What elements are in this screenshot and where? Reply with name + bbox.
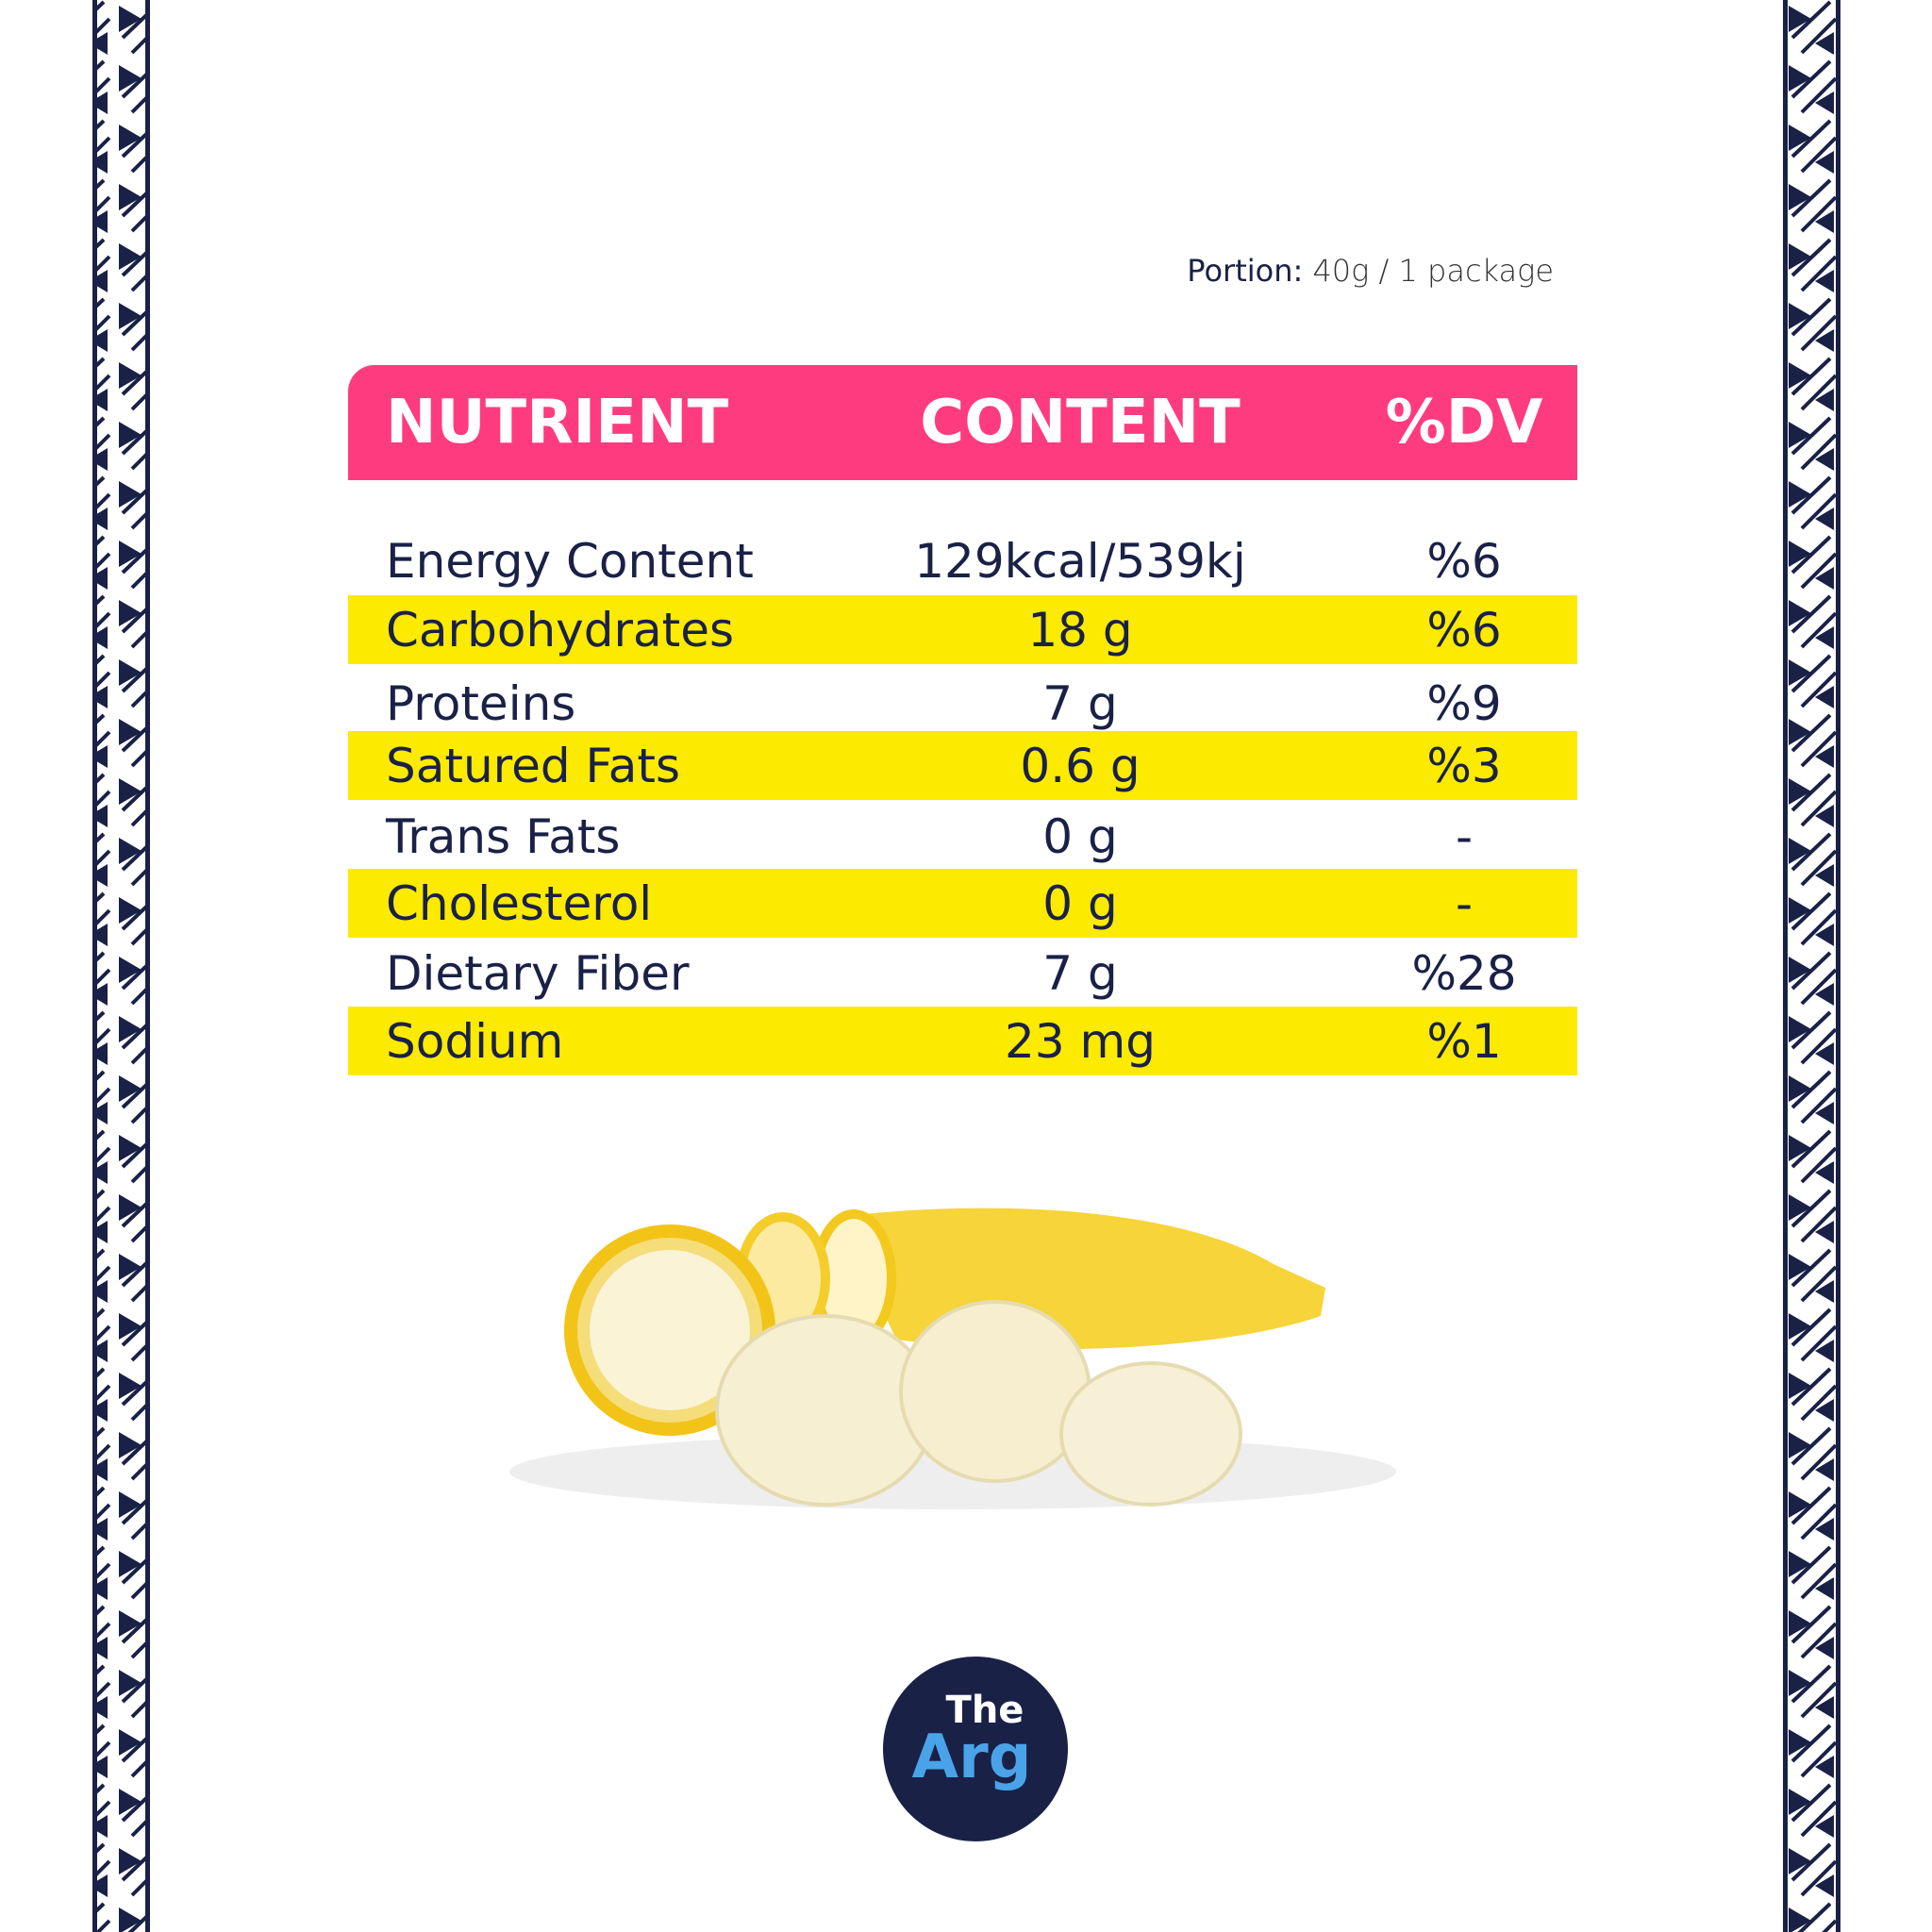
left-border [92, 0, 150, 1932]
table-header: NUTRIENT CONTENT %DV [348, 365, 1577, 480]
table-cell: Sodium [386, 1013, 564, 1069]
right-border [1783, 0, 1840, 1932]
table-row: Carbohydrates 18 g %6 [348, 595, 1577, 664]
table-row: Dietary Fiber 7 g %28 [348, 939, 1577, 1008]
table-cell: Cholesterol [386, 875, 653, 931]
table-cell: Energy Content [386, 533, 754, 589]
table-cell: Satured Fats [386, 738, 680, 793]
table-row: Sodium 23 mg %1 [348, 1007, 1577, 1075]
nutrition-table: NUTRIENT CONTENT %DV Energy Content 129kcal… [348, 365, 1577, 1075]
table-row: Cholesterol 0 g- [348, 869, 1577, 938]
logo-text: The [946, 1689, 1024, 1732]
logo-circle [883, 1657, 1068, 1841]
portion-label: Portion: [1187, 253, 1304, 289]
portion: Portion: 40g / 1 package [1187, 253, 1554, 289]
header-cell: NUTRIENT [386, 388, 729, 458]
table-row: Proteins 7 g %9 [348, 669, 1577, 738]
table-cell: Carbohydrates [386, 602, 735, 658]
table-row: Satured Fats 0.6 g %3 [348, 731, 1577, 800]
table-cell: Dietary Fiber [386, 945, 690, 1001]
table-cell: Trans Fats [386, 808, 621, 864]
table-row: Energy Content 129kcal/539kj %6 [348, 526, 1577, 595]
portion-value: 40g / 1 package [1312, 253, 1554, 289]
table-row: Trans Fats 0 g- [348, 802, 1577, 871]
logo-text: Arg [912, 1723, 1032, 1792]
banana-image [509, 1208, 1396, 1509]
table-cell: Proteins [386, 675, 576, 731]
